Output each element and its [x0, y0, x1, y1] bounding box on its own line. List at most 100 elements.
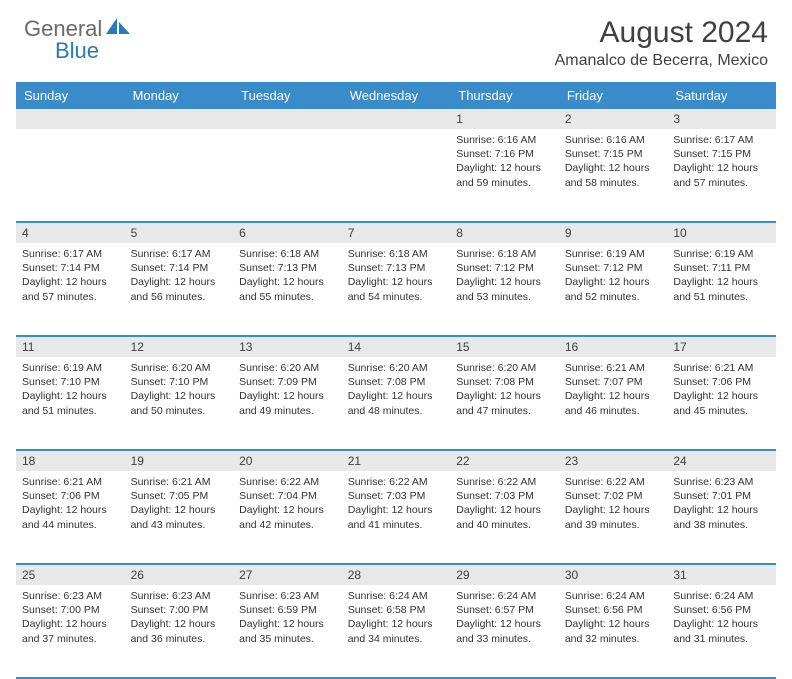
- day-dl1: Daylight: 12 hours: [565, 275, 662, 289]
- day-ss: Sunset: 7:00 PM: [131, 603, 228, 617]
- day-cell: Sunrise: 6:23 AMSunset: 7:00 PMDaylight:…: [16, 585, 125, 679]
- brand-word2: Blue: [55, 38, 99, 64]
- day-ss: Sunset: 7:07 PM: [565, 375, 662, 389]
- day-number: 17: [667, 337, 776, 357]
- day-dl1: Daylight: 12 hours: [565, 617, 662, 631]
- day-sr: Sunrise: 6:16 AM: [456, 133, 553, 147]
- day-dl1: Daylight: 12 hours: [239, 389, 336, 403]
- day-number: 29: [450, 565, 559, 585]
- day-sr: Sunrise: 6:21 AM: [565, 361, 662, 375]
- day-sr: Sunrise: 6:24 AM: [565, 589, 662, 603]
- day-dl2: and 59 minutes.: [456, 176, 553, 190]
- day-cell: Sunrise: 6:20 AMSunset: 7:10 PMDaylight:…: [125, 357, 234, 451]
- day-number: 2: [559, 109, 668, 129]
- day-number: 6: [233, 223, 342, 243]
- day-sr: Sunrise: 6:17 AM: [22, 247, 119, 261]
- day-number: 15: [450, 337, 559, 357]
- day-dl1: Daylight: 12 hours: [22, 503, 119, 517]
- day-number: [233, 109, 342, 129]
- day-cell: Sunrise: 6:24 AMSunset: 6:56 PMDaylight:…: [667, 585, 776, 679]
- day-cell: Sunrise: 6:23 AMSunset: 6:59 PMDaylight:…: [233, 585, 342, 679]
- day-info: Sunrise: 6:21 AMSunset: 7:05 PMDaylight:…: [131, 475, 228, 532]
- day-info: Sunrise: 6:22 AMSunset: 7:03 PMDaylight:…: [456, 475, 553, 532]
- day-dl1: Daylight: 12 hours: [348, 275, 445, 289]
- day-dl2: and 33 minutes.: [456, 632, 553, 646]
- day-sr: Sunrise: 6:20 AM: [456, 361, 553, 375]
- day-ss: Sunset: 7:15 PM: [565, 147, 662, 161]
- day-dl1: Daylight: 12 hours: [456, 617, 553, 631]
- day-number: 24: [667, 451, 776, 471]
- day-sr: Sunrise: 6:24 AM: [348, 589, 445, 603]
- day-number: 21: [342, 451, 451, 471]
- day-number: 8: [450, 223, 559, 243]
- daynum-row: 11121314151617: [16, 337, 776, 357]
- day-info: Sunrise: 6:16 AMSunset: 7:15 PMDaylight:…: [565, 133, 662, 190]
- day-ss: Sunset: 6:56 PM: [673, 603, 770, 617]
- day-sr: Sunrise: 6:23 AM: [22, 589, 119, 603]
- day-dl2: and 53 minutes.: [456, 290, 553, 304]
- day-number: 11: [16, 337, 125, 357]
- day-sr: Sunrise: 6:20 AM: [131, 361, 228, 375]
- day-cell: Sunrise: 6:24 AMSunset: 6:56 PMDaylight:…: [559, 585, 668, 679]
- day-cell: Sunrise: 6:23 AMSunset: 7:00 PMDaylight:…: [125, 585, 234, 679]
- day-sr: Sunrise: 6:21 AM: [673, 361, 770, 375]
- day-number: 18: [16, 451, 125, 471]
- day-dl1: Daylight: 12 hours: [131, 617, 228, 631]
- week-row: Sunrise: 6:16 AMSunset: 7:16 PMDaylight:…: [16, 129, 776, 223]
- day-cell: Sunrise: 6:17 AMSunset: 7:15 PMDaylight:…: [667, 129, 776, 223]
- day-dl2: and 43 minutes.: [131, 518, 228, 532]
- day-cell: Sunrise: 6:20 AMSunset: 7:08 PMDaylight:…: [342, 357, 451, 451]
- day-sr: Sunrise: 6:19 AM: [565, 247, 662, 261]
- day-dl1: Daylight: 12 hours: [673, 617, 770, 631]
- day-ss: Sunset: 7:06 PM: [22, 489, 119, 503]
- day-info: Sunrise: 6:23 AMSunset: 7:00 PMDaylight:…: [22, 589, 119, 646]
- day-number: 1: [450, 109, 559, 129]
- day-info: Sunrise: 6:23 AMSunset: 7:00 PMDaylight:…: [131, 589, 228, 646]
- daynum-row: 18192021222324: [16, 451, 776, 471]
- day-ss: Sunset: 7:12 PM: [565, 261, 662, 275]
- day-dl2: and 46 minutes.: [565, 404, 662, 418]
- daynum-row: 45678910: [16, 223, 776, 243]
- weekday-mon: Monday: [125, 82, 234, 109]
- day-sr: Sunrise: 6:22 AM: [565, 475, 662, 489]
- day-info: Sunrise: 6:20 AMSunset: 7:10 PMDaylight:…: [131, 361, 228, 418]
- day-dl1: Daylight: 12 hours: [673, 503, 770, 517]
- day-dl2: and 51 minutes.: [673, 290, 770, 304]
- day-cell: Sunrise: 6:22 AMSunset: 7:02 PMDaylight:…: [559, 471, 668, 565]
- day-dl2: and 36 minutes.: [131, 632, 228, 646]
- day-ss: Sunset: 7:10 PM: [131, 375, 228, 389]
- day-info: Sunrise: 6:20 AMSunset: 7:08 PMDaylight:…: [456, 361, 553, 418]
- day-ss: Sunset: 7:06 PM: [673, 375, 770, 389]
- day-info: Sunrise: 6:23 AMSunset: 7:01 PMDaylight:…: [673, 475, 770, 532]
- day-dl2: and 42 minutes.: [239, 518, 336, 532]
- day-dl1: Daylight: 12 hours: [348, 617, 445, 631]
- day-cell: Sunrise: 6:19 AMSunset: 7:10 PMDaylight:…: [16, 357, 125, 451]
- title-block: August 2024 Amanalco de Becerra, Mexico: [555, 16, 768, 70]
- day-cell: Sunrise: 6:24 AMSunset: 6:58 PMDaylight:…: [342, 585, 451, 679]
- week-row: Sunrise: 6:19 AMSunset: 7:10 PMDaylight:…: [16, 357, 776, 451]
- day-dl1: Daylight: 12 hours: [456, 275, 553, 289]
- day-ss: Sunset: 7:01 PM: [673, 489, 770, 503]
- day-info: Sunrise: 6:20 AMSunset: 7:09 PMDaylight:…: [239, 361, 336, 418]
- day-sr: Sunrise: 6:21 AM: [131, 475, 228, 489]
- day-ss: Sunset: 7:16 PM: [456, 147, 553, 161]
- day-dl2: and 58 minutes.: [565, 176, 662, 190]
- day-dl2: and 45 minutes.: [673, 404, 770, 418]
- day-sr: Sunrise: 6:18 AM: [239, 247, 336, 261]
- day-dl1: Daylight: 12 hours: [456, 161, 553, 175]
- day-ss: Sunset: 7:08 PM: [348, 375, 445, 389]
- day-ss: Sunset: 7:04 PM: [239, 489, 336, 503]
- day-cell: Sunrise: 6:21 AMSunset: 7:06 PMDaylight:…: [16, 471, 125, 565]
- weekday-sat: Saturday: [667, 82, 776, 109]
- day-cell: Sunrise: 6:16 AMSunset: 7:15 PMDaylight:…: [559, 129, 668, 223]
- calendar-body: 123Sunrise: 6:16 AMSunset: 7:16 PMDaylig…: [16, 109, 776, 679]
- day-ss: Sunset: 7:03 PM: [348, 489, 445, 503]
- day-info: Sunrise: 6:19 AMSunset: 7:11 PMDaylight:…: [673, 247, 770, 304]
- day-info: Sunrise: 6:19 AMSunset: 7:12 PMDaylight:…: [565, 247, 662, 304]
- day-cell: Sunrise: 6:18 AMSunset: 7:13 PMDaylight:…: [233, 243, 342, 337]
- day-dl1: Daylight: 12 hours: [22, 275, 119, 289]
- day-ss: Sunset: 7:14 PM: [131, 261, 228, 275]
- day-dl1: Daylight: 12 hours: [348, 503, 445, 517]
- day-dl1: Daylight: 12 hours: [673, 161, 770, 175]
- daynum-row: 25262728293031: [16, 565, 776, 585]
